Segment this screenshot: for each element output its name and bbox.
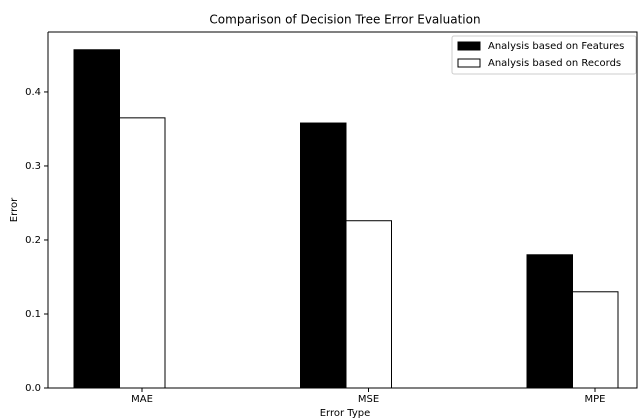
y-tick-label: 0.0	[25, 383, 41, 394]
x-tick-label: MSE	[358, 394, 379, 405]
legend-swatch	[457, 41, 481, 51]
bar	[119, 117, 166, 389]
bar	[345, 220, 392, 389]
bar	[300, 122, 347, 389]
x-tick-label: MAE	[131, 394, 153, 405]
bar	[73, 49, 120, 389]
y-tick-label: 0.1	[25, 309, 41, 320]
legend-label: Analysis based on Records	[488, 58, 621, 69]
legend-box	[451, 35, 637, 75]
y-tick-label: 0.2	[25, 235, 41, 246]
legend-swatch	[457, 58, 481, 68]
y-tick-label: 0.4	[25, 87, 41, 98]
axes-frame	[47, 31, 638, 389]
bar	[572, 291, 619, 389]
x-tick-label: MPE	[585, 394, 606, 405]
y-tick-label: 0.3	[25, 161, 41, 172]
y-axis-label: Error	[9, 197, 20, 222]
bar	[526, 254, 573, 389]
chart-title: Comparison of Decision Tree Error Evalua…	[209, 13, 480, 27]
x-axis-label: Error Type	[320, 408, 371, 418]
legend-label: Analysis based on Features	[488, 41, 624, 52]
